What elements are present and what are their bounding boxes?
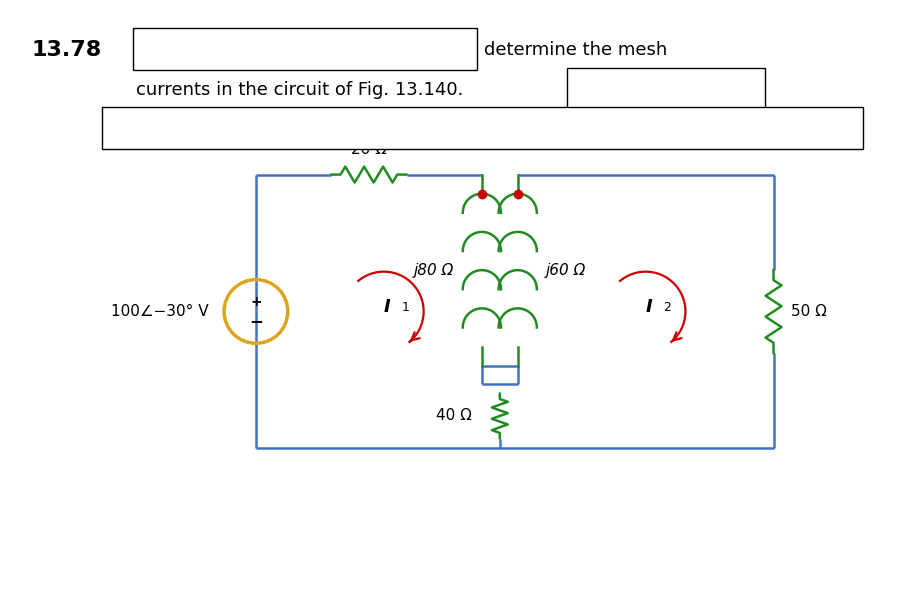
Text: +: + bbox=[250, 295, 262, 309]
Text: −: − bbox=[249, 312, 263, 330]
Text: 13.78: 13.78 bbox=[32, 40, 102, 60]
Text: I: I bbox=[645, 298, 652, 316]
Text: 2: 2 bbox=[663, 301, 672, 314]
Text: 50 Ω: 50 Ω bbox=[791, 304, 827, 319]
Bar bbox=[567, 68, 765, 110]
Text: j60 Ω: j60 Ω bbox=[545, 263, 586, 278]
Text: determine the mesh: determine the mesh bbox=[484, 41, 667, 59]
Bar bbox=[134, 28, 477, 70]
Text: currents in the circuit of Fig. 13.140.: currents in the circuit of Fig. 13.140. bbox=[136, 81, 464, 99]
Text: I: I bbox=[383, 298, 390, 316]
Text: j80 Ω: j80 Ω bbox=[414, 263, 454, 278]
Bar bbox=[102, 107, 863, 149]
Text: 20 Ω: 20 Ω bbox=[351, 142, 387, 156]
Text: 100∠−30° V: 100∠−30° V bbox=[111, 304, 208, 319]
Text: 40 Ω: 40 Ω bbox=[436, 408, 472, 423]
Text: 1: 1 bbox=[402, 301, 410, 314]
